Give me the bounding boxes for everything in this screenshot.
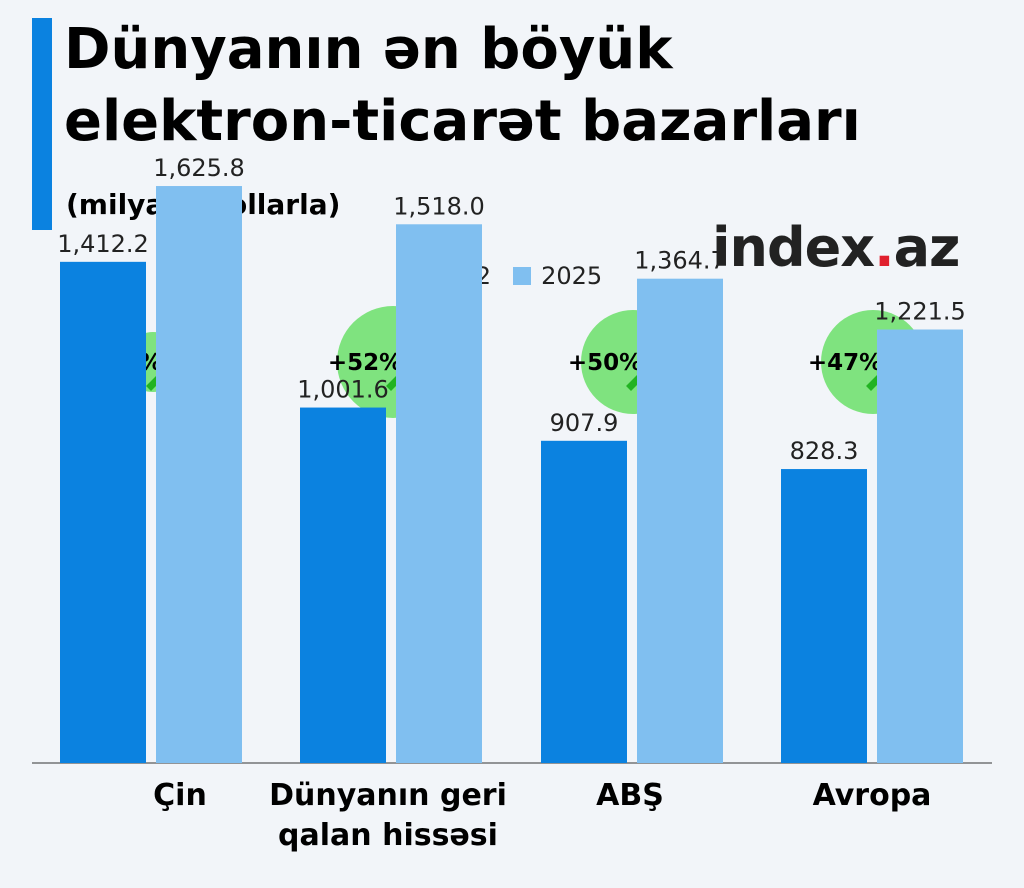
brand-logo: index.az (712, 216, 961, 279)
data-label-2025: 1,518.0 (393, 192, 485, 220)
bar-2022 (60, 261, 146, 763)
growth-badge-label: +47% (808, 350, 882, 376)
chart-title: Dünyanın ən böyük elektron-ticarət bazar… (64, 17, 861, 154)
growth-badge-label: +52% (328, 350, 402, 376)
bar-2025 (637, 278, 723, 763)
data-label-2025: 1,364.7 (634, 247, 726, 275)
category-label-europe: Avropa (812, 778, 932, 813)
accent-bar (32, 18, 52, 230)
category-label-usa: ABŞ (596, 778, 664, 813)
bar-2025 (156, 186, 242, 764)
growth-badge-label: +50% (568, 350, 642, 376)
data-label-2022: 1,001.6 (297, 376, 389, 404)
data-label-2022: 907.9 (550, 409, 619, 437)
logo-dot: . (874, 216, 894, 279)
bar-2022 (781, 469, 867, 763)
category-label-rest-of-world: Dünyanın geri qalan hissəsi (269, 778, 507, 853)
data-label-2022: 1,412.2 (57, 230, 149, 258)
category-label-china: Çin (153, 778, 207, 813)
bar-2025 (396, 224, 482, 764)
logo-text-tail: az (893, 216, 961, 279)
logo-text-main: index (712, 216, 875, 279)
data-label-2025: 1,625.8 (153, 154, 245, 182)
legend-item-2025: 2025 (513, 262, 602, 290)
legend-label-2025: 2025 (541, 262, 603, 290)
bar-2022 (541, 440, 627, 763)
data-label-2022: 828.3 (790, 437, 859, 465)
legend-swatch-2025 (513, 267, 532, 285)
data-label-2025: 1,221.5 (874, 298, 966, 326)
bar-2025 (877, 329, 963, 763)
bar-2022 (300, 407, 386, 763)
